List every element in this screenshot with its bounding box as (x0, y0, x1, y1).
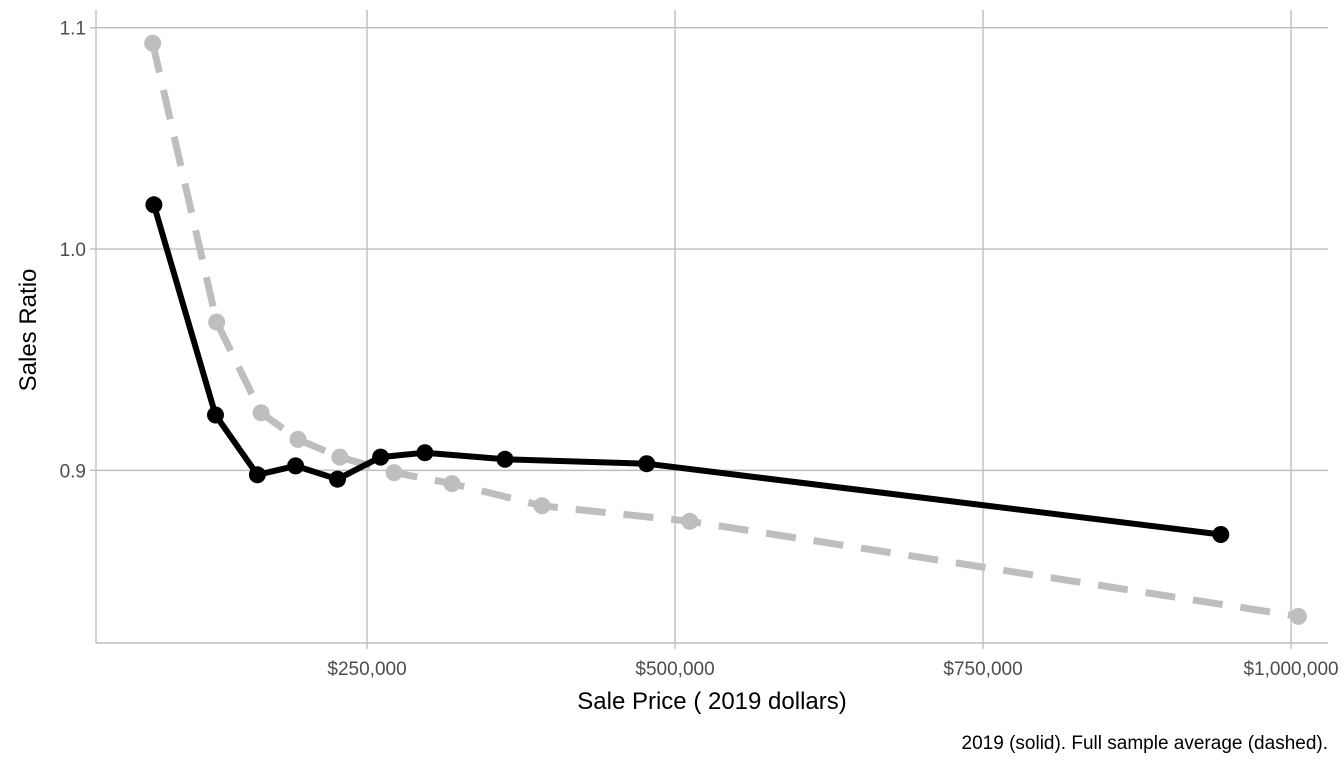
data-point-solid (145, 196, 162, 213)
x-tick-label: $250,000 (327, 659, 406, 680)
y-axis-title: Sales Ratio (15, 269, 42, 392)
data-point-solid (207, 407, 224, 424)
series-layer (144, 35, 1307, 625)
data-point-solid (287, 457, 304, 474)
chart-caption: 2019 (solid). Full sample average (dashe… (962, 733, 1328, 754)
series-solid (145, 196, 1229, 543)
series-line-dashed (153, 43, 1299, 616)
series-line-solid (154, 205, 1221, 535)
data-point-dashed (1290, 608, 1307, 625)
data-point-solid (416, 444, 433, 461)
data-point-dashed (253, 404, 270, 421)
data-point-dashed (386, 464, 403, 481)
data-point-solid (1212, 526, 1229, 543)
data-point-dashed (681, 513, 698, 530)
x-axis-title: Sale Price ( 2019 dollars) (577, 688, 846, 715)
x-tick-labels: $250,000 $500,000 $750,000 $1,000,000 (327, 659, 1338, 680)
data-point-dashed (444, 475, 461, 492)
x-tick-label: $1,000,000 (1243, 659, 1338, 680)
data-point-solid (249, 466, 266, 483)
x-tick-label: $750,000 (943, 659, 1022, 680)
x-tick-label: $500,000 (635, 659, 714, 680)
data-point-dashed (290, 431, 307, 448)
grid (90, 10, 1328, 649)
data-point-solid (497, 451, 514, 468)
data-point-solid (329, 471, 346, 488)
y-tick-labels: 0.9 1.0 1.1 (60, 19, 86, 483)
y-tick-label: 1.1 (60, 19, 86, 40)
y-tick-label: 1.0 (60, 240, 86, 261)
y-tick-label: 0.9 (60, 461, 86, 482)
data-point-dashed (144, 35, 161, 52)
data-point-solid (638, 455, 655, 472)
data-point-dashed (534, 497, 551, 514)
data-point-dashed (331, 449, 348, 466)
series-dashed (144, 35, 1307, 625)
data-point-dashed (208, 314, 225, 331)
data-point-solid (372, 449, 389, 466)
